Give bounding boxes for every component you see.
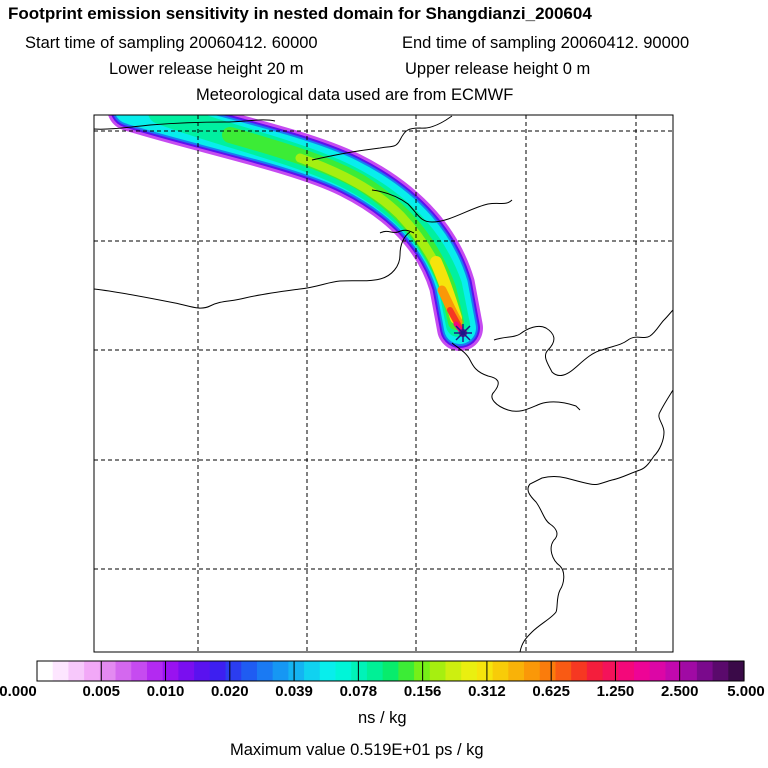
- colorbar-cell: [539, 661, 557, 681]
- colorbar-cell: [696, 661, 714, 681]
- end-time-label: End time of sampling 20060412. 90000: [402, 34, 690, 52]
- colorbar-cell: [382, 661, 399, 681]
- colorbar-cell: [131, 661, 148, 681]
- colorbar-cell: [37, 661, 54, 681]
- colorbar-tick-label: 1.250: [596, 683, 635, 700]
- colorbar-cell: [649, 661, 667, 681]
- grid-lines: [94, 115, 673, 652]
- met-data-label: Meteorological data used are from ECMWF: [196, 86, 514, 104]
- colorbar-cell: [366, 661, 384, 681]
- colorbar-cell: [178, 661, 195, 681]
- colorbar-tick-label: 2.500: [660, 683, 699, 700]
- map-title: Footprint emission sensitivity in nested…: [8, 4, 592, 23]
- start-time-label: Start time of sampling 20060412. 60000: [25, 34, 318, 52]
- colorbar-cell: [209, 661, 227, 681]
- colorbar-tick-label: 0.078: [339, 683, 378, 700]
- colorbar-cell: [476, 661, 494, 681]
- colorbar-cell: [272, 661, 289, 681]
- upper-height-label: Upper release height 0 m: [405, 60, 591, 78]
- colorbar-cell: [618, 661, 635, 681]
- colorbar-tick-label: 0.312: [468, 683, 506, 700]
- emission-plume: [108, 115, 483, 351]
- colorbar-cell: [728, 661, 745, 681]
- max-value-label: Maximum value 0.519E+01 ps / kg: [230, 741, 484, 759]
- colorbar-tick-label: 0.156: [403, 683, 442, 700]
- colorbar-cell: [681, 661, 698, 681]
- colorbar-cell: [571, 661, 588, 681]
- colorbar-cell: [84, 661, 101, 681]
- colorbar-cell: [304, 661, 321, 681]
- colorbar-cell: [256, 661, 274, 681]
- colorbar-cell: [319, 661, 337, 681]
- colorbar-cell: [146, 661, 164, 681]
- colorbar-cell: [52, 661, 70, 681]
- colorbar-cell: [351, 661, 368, 681]
- colorbar-cell: [99, 661, 117, 681]
- colorbar-cell: [555, 661, 572, 681]
- coastline: [94, 115, 673, 652]
- colorbar-cell: [524, 661, 541, 681]
- colorbar-cell: [241, 661, 258, 681]
- colorbar-frame: [36, 660, 745, 682]
- lower-height-label: Lower release height 20 m: [109, 60, 304, 78]
- colorbar-cell: [492, 661, 509, 681]
- receptor-marker: [454, 324, 472, 342]
- colorbar-tick-label: 0.005: [82, 683, 121, 700]
- colorbar-cell: [634, 661, 651, 681]
- colorbar-cell: [288, 661, 305, 681]
- map-frame: [93, 114, 674, 653]
- colorbar-cell: [162, 661, 179, 681]
- colorbar-cell: [712, 661, 729, 681]
- colorbar-tick-label: 0.039: [275, 683, 313, 700]
- colorbar-cell: [68, 661, 85, 681]
- colorbar-cell: [461, 661, 478, 681]
- colorbar-tick-label: 0.010: [146, 683, 185, 700]
- colorbar-cell: [586, 661, 604, 681]
- colorbar-tick-label: 0.625: [532, 683, 570, 700]
- colorbar-units: ns / kg: [358, 709, 407, 727]
- colorbar-cell: [508, 661, 525, 681]
- colorbar-cell: [115, 661, 132, 681]
- colorbar-cell: [225, 661, 242, 681]
- colorbar-tick-label: 5.000: [727, 683, 765, 700]
- colorbar-cell: [398, 661, 415, 681]
- colorbar-cell: [194, 661, 211, 681]
- colorbar-cell: [429, 661, 447, 681]
- colorbar-cell: [665, 661, 682, 681]
- colorbar-tick-label: 0.000: [0, 683, 37, 700]
- colorbar-cell: [335, 661, 352, 681]
- colorbar-cell: [602, 661, 619, 681]
- colorbar-cell: [445, 661, 462, 681]
- colorbar-tick-label: 0.020: [211, 683, 249, 700]
